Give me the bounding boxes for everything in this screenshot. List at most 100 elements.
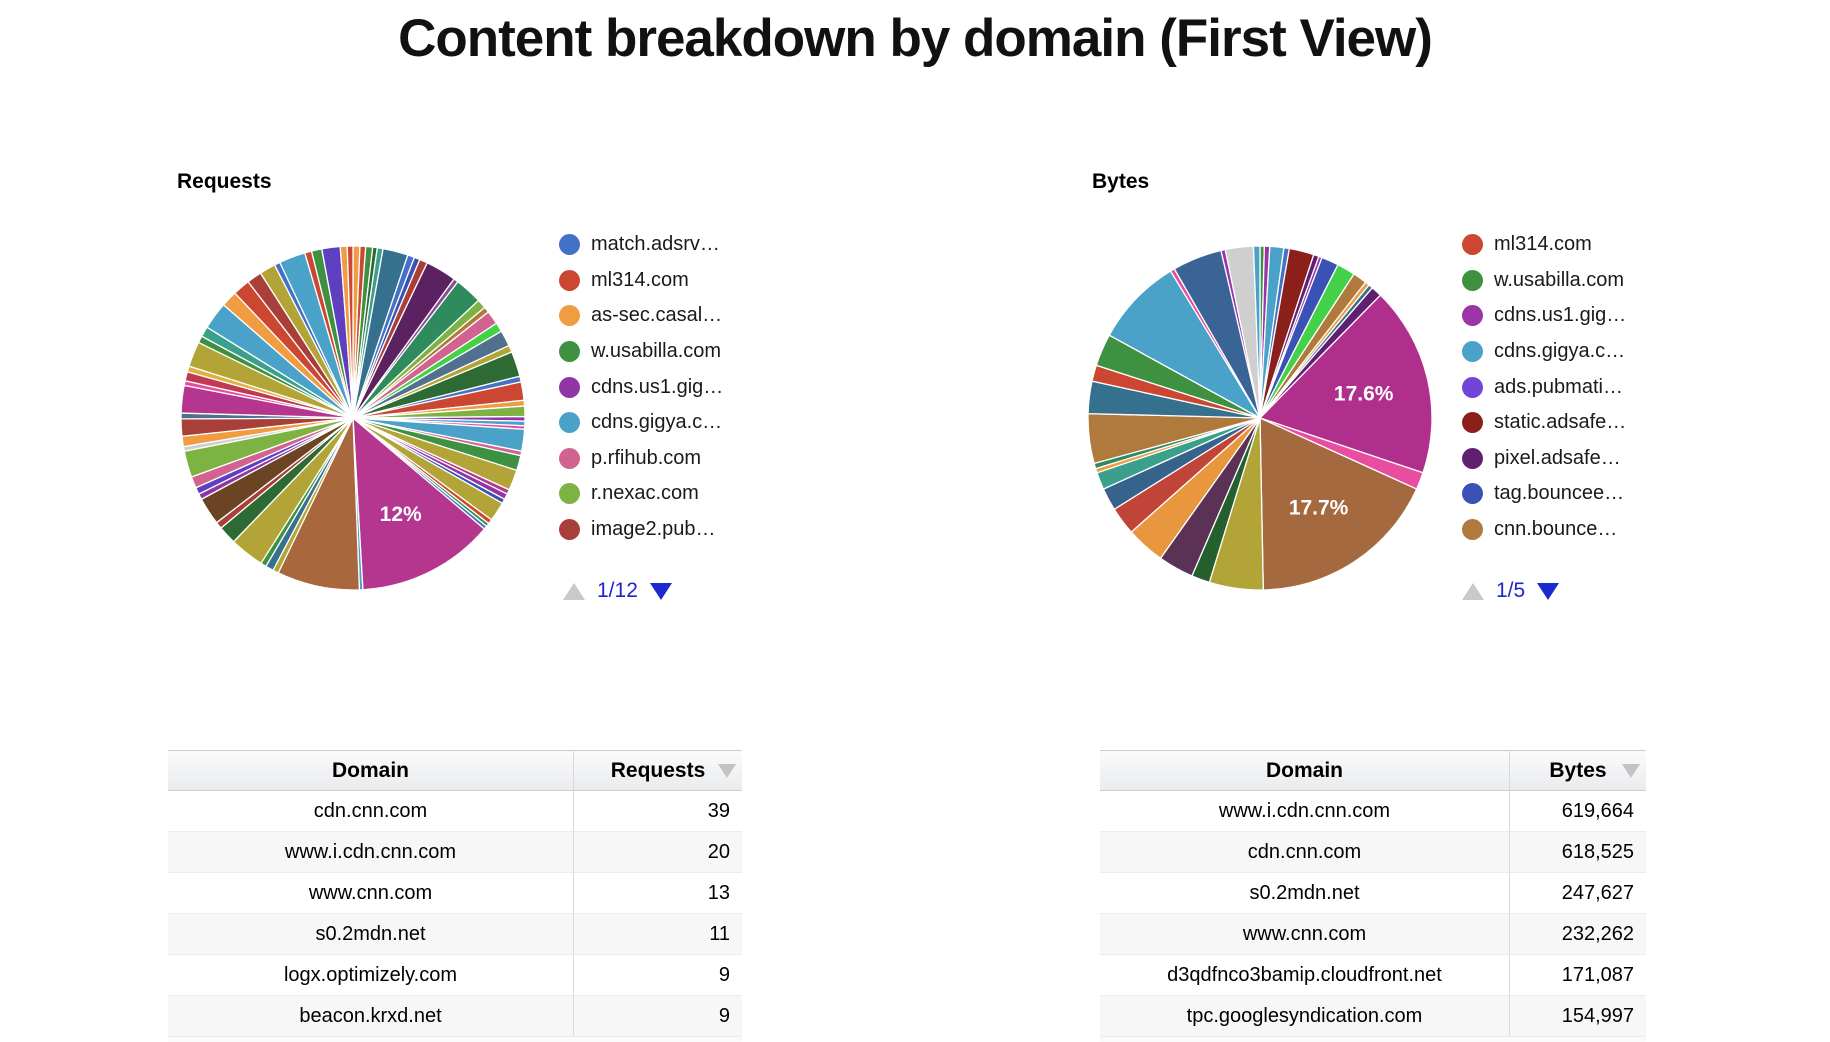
legend-swatch-icon xyxy=(559,376,580,398)
pie-slice[interactable] xyxy=(1252,245,1261,419)
value-cell: 247,627 xyxy=(1561,881,1634,904)
legend-item[interactable]: image2.pub… xyxy=(559,512,759,548)
domain-cell: tpc.googlesyndication.com xyxy=(1100,996,1510,1036)
domain-cell: www.cnn.com xyxy=(168,873,574,913)
bytes-chart-title: Bytes xyxy=(1092,170,1150,193)
value-cell: 20 xyxy=(707,840,730,863)
table-row[interactable]: www.cnn.com 13 xyxy=(168,873,742,914)
legend-page-up-icon[interactable] xyxy=(563,582,585,600)
legend-item[interactable]: w.usabilla.com xyxy=(1462,263,1662,299)
legend-item[interactable]: ads.pubmati… xyxy=(1462,369,1662,405)
column-header-bytes[interactable]: Bytes xyxy=(1510,751,1646,790)
table-row[interactable]: s0.2mdn.net 11 xyxy=(168,914,742,955)
table-row[interactable]: cdn.cnn.com 39 xyxy=(168,791,742,832)
legend-swatch-icon xyxy=(1462,412,1483,434)
pie-slice[interactable] xyxy=(1258,294,1433,474)
bytes-pie-chart[interactable]: 17.6% 17.7% xyxy=(1080,238,1440,598)
pie-slice[interactable] xyxy=(346,245,354,419)
legend-swatch-icon xyxy=(559,412,580,434)
domain-cell: logx.optimizely.com xyxy=(168,955,574,995)
legend-item[interactable]: pixel.adsafe… xyxy=(1462,441,1662,477)
column-header-domain[interactable]: Domain xyxy=(168,751,574,790)
bytes-legend-page-indicator: 1/5 xyxy=(1496,579,1526,602)
legend-item[interactable]: cdns.gigya.c… xyxy=(1462,334,1662,370)
table-row[interactable]: logx.optimizely.com 9 xyxy=(168,955,742,996)
legend-label: as-sec.casal… xyxy=(591,304,723,327)
table-row[interactable]: s0.2mdn.net 247,627 xyxy=(1100,873,1646,914)
sort-desc-icon[interactable] xyxy=(718,763,736,778)
legend-item[interactable]: w.usabilla.com xyxy=(559,334,759,370)
value-cell: 13 xyxy=(707,881,730,904)
table-row[interactable]: www.i.cdn.cnn.com 20 xyxy=(168,832,742,873)
legend-item[interactable]: cdns.gigya.c… xyxy=(559,405,759,441)
legend-item[interactable]: r.nexac.com xyxy=(559,476,759,512)
column-header-domain[interactable]: Domain xyxy=(1100,751,1510,790)
legend-item[interactable]: static.adsafe… xyxy=(1462,405,1662,441)
legend-label: pixel.adsafe… xyxy=(1494,446,1621,469)
pie-slice-percent-label: 17.6% xyxy=(1334,382,1394,405)
legend-item[interactable]: ml314.com xyxy=(1462,227,1662,263)
table-header-row: Domain Requests xyxy=(168,751,742,791)
domain-cell: s0.2mdn.net xyxy=(168,914,574,954)
legend-label: cnn.bounce… xyxy=(1494,518,1618,541)
legend-label: cdns.gigya.c… xyxy=(1494,340,1626,363)
requests-pie-chart[interactable]: 12% xyxy=(173,238,533,598)
legend-swatch-icon xyxy=(1462,269,1483,291)
legend-swatch-icon xyxy=(559,234,580,256)
requests-legend: match.adsrv… ml314.com as-sec.casal… w.usab… xyxy=(559,227,759,547)
legend-label: cdns.us1.gig… xyxy=(1494,304,1627,327)
domain-cell: www.i.cdn.cnn.com xyxy=(1100,791,1510,831)
table-row[interactable]: tpc.googlesyndication.com 154,997 xyxy=(1100,996,1646,1037)
pie-slice[interactable] xyxy=(1259,416,1418,591)
domain-cell: www.i.cdn.cnn.com xyxy=(168,832,574,872)
value-cell: 618,525 xyxy=(1561,840,1634,863)
legend-label: ml314.com xyxy=(1494,233,1592,256)
pie-slice-percent-label: 12% xyxy=(380,503,422,526)
table-row[interactable]: cdn.cnn.com 618,525 xyxy=(1100,832,1646,873)
legend-item[interactable]: p.rfihub.com xyxy=(559,441,759,477)
legend-label: ads.pubmati… xyxy=(1494,375,1623,398)
legend-label: ml314.com xyxy=(591,268,689,291)
legend-page-up-icon[interactable] xyxy=(1462,582,1484,600)
domain-cell: d3qdfnco3bamip.cloudfront.net xyxy=(1100,955,1510,995)
table-row[interactable]: beacon.krxd.net 9 xyxy=(168,996,742,1037)
value-cell: 154,997 xyxy=(1561,1004,1634,1027)
legend-item[interactable]: match.adsrv… xyxy=(559,227,759,263)
legend-label: p.rfihub.com xyxy=(591,446,702,469)
legend-label: tag.bouncee… xyxy=(1494,482,1625,505)
domain-cell: s0.2mdn.net xyxy=(1100,873,1510,913)
legend-item[interactable]: cdns.us1.gig… xyxy=(559,369,759,405)
table-row[interactable]: www.cnn.com 232,262 xyxy=(1100,914,1646,955)
value-cell: 11 xyxy=(709,922,730,945)
table-row[interactable]: d3qdfnco3bamip.cloudfront.net 171,087 xyxy=(1100,955,1646,996)
column-header-requests[interactable]: Requests xyxy=(574,751,742,790)
legend-item[interactable]: ml314.com xyxy=(559,263,759,299)
value-cell: 619,664 xyxy=(1561,799,1634,822)
requests-legend-page-indicator: 1/12 xyxy=(597,579,638,602)
legend-label: cdns.us1.gig… xyxy=(591,375,724,398)
legend-page-down-icon[interactable] xyxy=(649,582,672,600)
legend-label: w.usabilla.com xyxy=(591,340,722,363)
partially-visible-row xyxy=(1100,1037,1646,1042)
table-row[interactable]: www.i.cdn.cnn.com 619,664 xyxy=(1100,791,1646,832)
domain-cell: cdn.cnn.com xyxy=(1100,832,1510,872)
legend-swatch-icon xyxy=(1462,234,1483,256)
legend-swatch-icon xyxy=(559,341,580,363)
legend-item[interactable]: as-sec.casal… xyxy=(559,298,759,334)
domain-cell: cdn.cnn.com xyxy=(168,791,574,831)
legend-swatch-icon xyxy=(559,483,580,505)
value-cell: 9 xyxy=(718,963,730,986)
partially-visible-row xyxy=(168,1037,742,1042)
legend-swatch-icon xyxy=(1462,305,1483,327)
legend-swatch-icon xyxy=(1462,519,1483,541)
pie-slice[interactable] xyxy=(1108,270,1262,420)
legend-label: image2.pub… xyxy=(591,518,716,541)
legend-page-down-icon[interactable] xyxy=(1537,582,1560,600)
legend-item[interactable]: cnn.bounce… xyxy=(1462,512,1662,548)
pie-slice[interactable] xyxy=(352,416,486,591)
legend-label: w.usabilla.com xyxy=(1494,268,1625,291)
legend-item[interactable]: tag.bouncee… xyxy=(1462,476,1662,512)
requests-chart-title: Requests xyxy=(177,170,272,193)
sort-desc-icon[interactable] xyxy=(1622,763,1640,778)
legend-item[interactable]: cdns.us1.gig… xyxy=(1462,298,1662,334)
